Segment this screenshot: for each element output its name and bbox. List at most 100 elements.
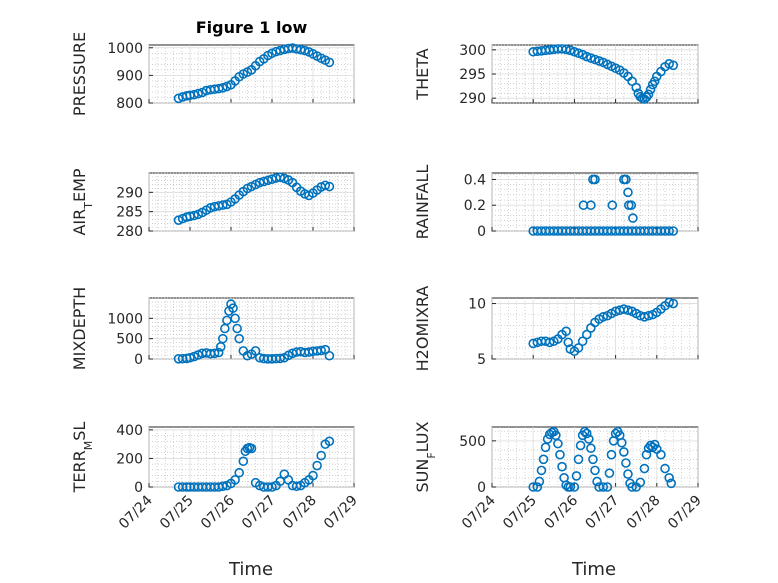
data-point — [528, 482, 539, 492]
y-tick-label: 0 — [477, 224, 486, 240]
data-point — [606, 449, 617, 460]
data-point — [324, 350, 335, 361]
y-axis-label: MIXDEPTH — [70, 287, 89, 370]
data-point — [649, 76, 660, 87]
y-tick-label: 0.2 — [464, 198, 486, 214]
data-point — [312, 460, 322, 471]
x-tick-label: 07/24 — [116, 492, 156, 532]
data-point — [250, 346, 261, 356]
x-tick-label: 07/29 — [321, 493, 361, 533]
data-point — [586, 200, 596, 211]
y-tick-label: 500 — [459, 434, 486, 450]
y-tick-label: 1000 — [107, 41, 143, 57]
y-axis-label: TERRMSL — [70, 422, 95, 494]
data-point — [275, 172, 286, 183]
series-markers — [528, 174, 679, 236]
data-point — [234, 467, 244, 478]
data-point — [645, 84, 656, 95]
data-point — [324, 181, 335, 192]
data-point — [234, 333, 244, 344]
data-point — [209, 348, 220, 359]
data-point — [238, 456, 249, 467]
x-tick-label: 07/26 — [541, 492, 581, 532]
data-point — [308, 470, 318, 481]
data-point — [590, 174, 600, 185]
data-point — [232, 323, 242, 334]
y-tick-label: 285 — [116, 205, 143, 221]
data-point — [538, 454, 549, 465]
data-point — [598, 482, 609, 492]
data-point — [666, 478, 677, 489]
data-point — [324, 436, 335, 447]
y-axis-label: THETA — [413, 48, 432, 100]
y-tick-label: 1000 — [107, 311, 143, 327]
data-point — [320, 180, 331, 191]
y-tick-label: 0 — [477, 480, 486, 496]
data-point — [213, 347, 224, 358]
data-point — [536, 465, 547, 476]
data-point — [664, 472, 674, 483]
x-tick-label: 07/27 — [583, 493, 623, 533]
data-point — [649, 439, 660, 450]
x-tick-label: 07/25 — [157, 493, 197, 533]
data-point — [616, 437, 627, 448]
data-point — [218, 481, 228, 492]
data-point — [586, 53, 596, 63]
data-point — [668, 60, 679, 71]
data-point — [573, 454, 584, 465]
data-point — [185, 352, 195, 363]
subplot-h2omixra: 5 10 H2OMIXRA — [413, 286, 699, 372]
data-point — [316, 450, 327, 461]
data-point — [581, 51, 592, 62]
data-point — [218, 83, 228, 93]
y-tick-label: 800 — [116, 96, 143, 112]
data-point — [627, 482, 637, 492]
data-point — [586, 443, 596, 454]
data-point — [544, 337, 555, 348]
y-axis-label: H2OMIXRA — [413, 286, 432, 372]
y-tick-label: 400 — [116, 423, 143, 439]
data-point — [267, 482, 277, 492]
series-markers — [173, 299, 335, 364]
series-markers — [173, 172, 335, 225]
x-tick-label: 07/24 — [459, 492, 499, 532]
data-point — [643, 89, 654, 100]
data-point — [656, 449, 666, 460]
data-point — [579, 426, 590, 437]
data-point — [565, 482, 576, 492]
data-point — [275, 353, 286, 364]
axes-frame — [148, 426, 355, 488]
data-point — [571, 471, 582, 481]
data-point — [607, 200, 618, 211]
subplot-mixdepth: 0 500 1000 MIXDEPTH — [70, 287, 355, 370]
y-tick-label: 0.4 — [464, 172, 486, 188]
data-point — [621, 458, 631, 468]
subplot-rainfall: 0 0.2 0.4 RAINFALL — [413, 165, 699, 240]
data-point — [623, 469, 633, 479]
data-point — [569, 482, 580, 492]
data-point — [602, 482, 613, 492]
y-tick-label: 5 — [477, 352, 486, 368]
y-tick-label: 290 — [459, 91, 486, 107]
data-point — [664, 297, 674, 308]
data-point — [324, 57, 335, 68]
data-point — [555, 449, 565, 460]
series-markers — [528, 44, 679, 104]
data-point — [193, 88, 203, 99]
data-point — [246, 443, 257, 454]
data-point — [173, 93, 184, 104]
x-tick-label: 07/27 — [239, 493, 279, 533]
y-tick-label: 200 — [116, 451, 143, 467]
x-tick-label: 07/26 — [198, 492, 238, 532]
data-point — [218, 333, 228, 344]
data-point — [641, 449, 652, 460]
subplot-terr-msl: 07/24 07/25 07/26 07/27 07/28 07/29 0 200 400 TER… — [70, 422, 361, 533]
data-point — [590, 465, 600, 476]
data-point — [230, 313, 240, 324]
data-point — [553, 438, 563, 449]
x-tick-label: 07/28 — [624, 493, 664, 533]
y-axis-label: RAINFALL — [413, 165, 432, 240]
data-point — [668, 298, 679, 309]
